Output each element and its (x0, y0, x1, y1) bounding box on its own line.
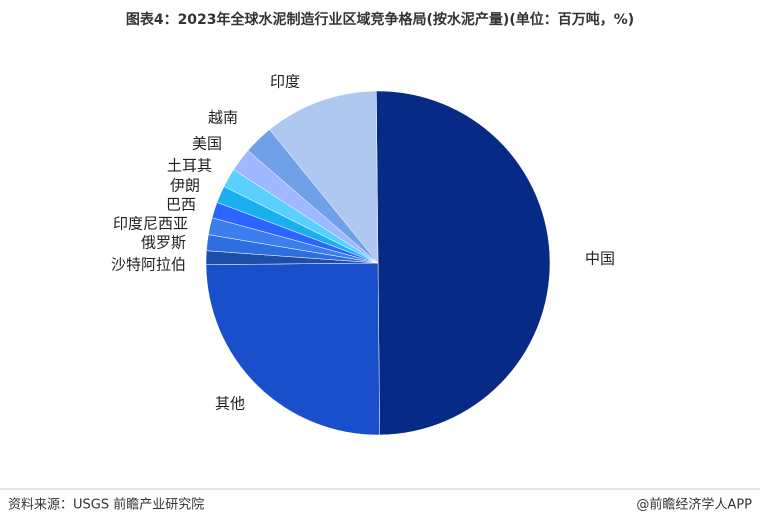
pie-slice (205, 262, 380, 436)
slice-label: 美国 (192, 135, 222, 153)
slice-label: 其他 (215, 395, 245, 413)
slice-label: 越南 (208, 109, 238, 127)
slice-label: 土耳其 (167, 157, 212, 175)
footer: @前瞻经济学人APP (636, 497, 752, 513)
source: 资料来源：USGS 前瞻产业研究院 (8, 497, 204, 513)
slice-label: 印度尼西亚 (113, 215, 188, 233)
chart-title: 图表4：2023年全球水泥制造行业区域竞争格局(按水泥产量)(单位：百万吨，%) (126, 11, 634, 28)
pie-slice (269, 90, 379, 264)
slice-label: 沙特阿拉伯 (111, 256, 186, 274)
slice-label: 伊朗 (170, 177, 200, 195)
slice-label: 巴西 (166, 196, 196, 214)
pie-slice (376, 90, 551, 436)
slice-label: 印度 (270, 73, 300, 91)
slice-label: 俄罗斯 (141, 234, 186, 252)
slice-label: 中国 (585, 250, 615, 268)
